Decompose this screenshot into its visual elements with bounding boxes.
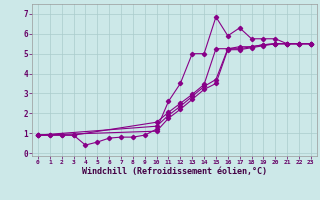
- X-axis label: Windchill (Refroidissement éolien,°C): Windchill (Refroidissement éolien,°C): [82, 167, 267, 176]
